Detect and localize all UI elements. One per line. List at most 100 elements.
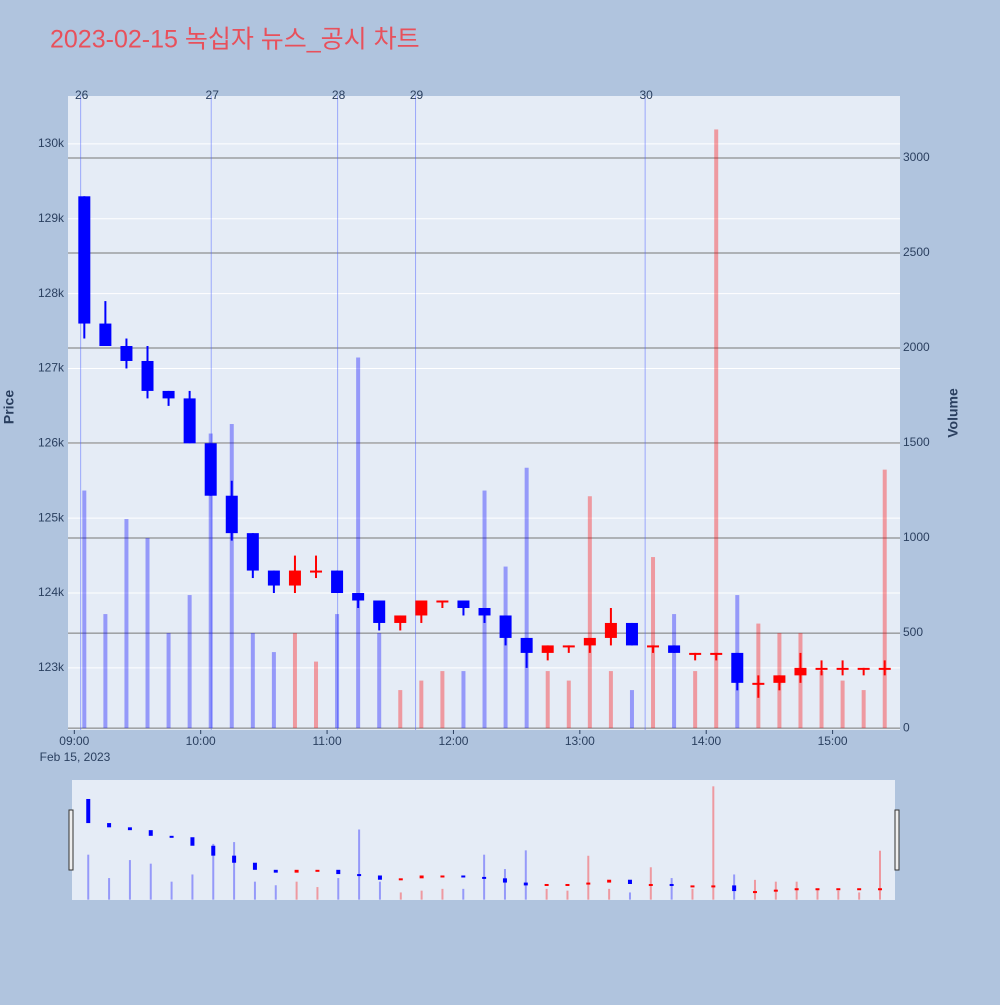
volume-bar (208, 433, 213, 729)
candle-body (731, 652, 744, 683)
y2-tick-label: 2500 (903, 245, 930, 259)
candle-body (541, 645, 554, 653)
slider-candle (586, 882, 591, 885)
volume-bar (356, 357, 361, 729)
plot-area (68, 96, 900, 730)
slider-candle (502, 878, 507, 883)
volume-bar (651, 557, 656, 729)
range-slider[interactable] (72, 780, 895, 900)
candle-body (457, 600, 470, 608)
x-tick-label: 09:00 (59, 734, 89, 748)
x-tick-label: 14:00 (691, 734, 721, 748)
slider-candle (627, 879, 632, 884)
slider-candle (690, 885, 695, 888)
slider-candle (336, 869, 341, 875)
slider-candle (190, 837, 195, 846)
slider-volume-bar (649, 867, 652, 900)
slider-volume-bar (253, 881, 256, 900)
volume-bar (524, 467, 529, 729)
slider-volume-bar (712, 786, 715, 900)
slider-volume-bar (628, 892, 631, 900)
y2-tick-label: 500 (903, 625, 923, 639)
slider-volume-bar (378, 881, 381, 900)
volume-bar (672, 614, 677, 729)
candle-body (752, 682, 765, 685)
y-tick-label: 126k (38, 435, 65, 449)
slider-handle[interactable] (894, 809, 900, 871)
slider-candle (482, 876, 487, 879)
volume-bar (292, 633, 297, 729)
slider-volume-bar (587, 855, 590, 900)
slider-candle (773, 889, 778, 892)
candle-body (246, 533, 259, 571)
candle-body (394, 615, 407, 623)
slider-volume-bar (358, 829, 361, 900)
volume-bar (314, 661, 319, 729)
slider-candle (836, 888, 841, 891)
candle-body (499, 615, 512, 638)
news-marker-label: 27 (206, 88, 220, 102)
slider-volume-bar (420, 890, 423, 900)
volume-bar (503, 566, 508, 729)
volume-bar (229, 424, 234, 729)
volume-bar (882, 469, 887, 729)
slider-volume-bar (795, 881, 798, 900)
volume-bar (82, 490, 87, 729)
slider-candle (711, 885, 716, 888)
slider-candle (440, 875, 445, 878)
volume-bar (566, 680, 571, 729)
volume-bar (840, 680, 845, 729)
slider-candle (127, 827, 132, 831)
slider-volume-bar (233, 842, 236, 900)
candle-body (373, 600, 386, 623)
candle-body (310, 570, 323, 573)
candle-body (794, 667, 807, 676)
volume-bar (545, 671, 550, 729)
volume-bar (440, 671, 445, 729)
slider-volume-bar (524, 850, 527, 900)
candle-body (604, 622, 617, 638)
x-tick-label: 12:00 (438, 734, 468, 748)
slider-candle (732, 885, 737, 892)
volume-bar (419, 680, 424, 729)
slider-volume-bar (753, 879, 756, 900)
candle-body (583, 637, 596, 646)
slider-candle (648, 883, 653, 886)
news-marker-label: 29 (410, 88, 424, 102)
candle-body (710, 652, 723, 655)
slider-candle (315, 869, 320, 872)
y-axis-title: Price (1, 390, 17, 424)
y-tick-label: 130k (38, 136, 65, 150)
slider-handle[interactable] (68, 809, 74, 871)
slider-volume-bar (295, 881, 298, 900)
slider-volume-bar (545, 888, 548, 900)
candle-body (288, 570, 301, 586)
y-tick-label: 125k (38, 510, 65, 524)
volume-bar (103, 614, 108, 729)
slider-candle (419, 875, 424, 879)
slider-volume-bar (816, 888, 819, 900)
candle-body (99, 323, 112, 347)
slider-volume-bar (274, 885, 277, 900)
slider-volume-bar (191, 874, 194, 900)
volume-bar (461, 671, 466, 729)
news-marker-label: 28 (332, 88, 346, 102)
y-tick-label: 128k (38, 286, 65, 300)
slider-volume-bar (566, 890, 569, 900)
volume-bar (587, 496, 592, 729)
slider-candle (565, 883, 570, 886)
slider-candle (232, 855, 237, 863)
slider-volume-bar (441, 888, 444, 900)
candle-body (267, 570, 280, 586)
slider-candle (107, 823, 112, 828)
news-marker-label: 26 (75, 88, 89, 102)
slider-volume-bar (212, 843, 215, 900)
candle-body (415, 600, 428, 616)
slider-volume-bar (108, 878, 111, 900)
slider-candle (669, 883, 674, 886)
slider-candle (211, 845, 216, 856)
candle-body (773, 675, 786, 683)
y-tick-label: 124k (38, 585, 65, 599)
volume-bar (166, 633, 171, 729)
slider-volume-bar (337, 878, 340, 900)
